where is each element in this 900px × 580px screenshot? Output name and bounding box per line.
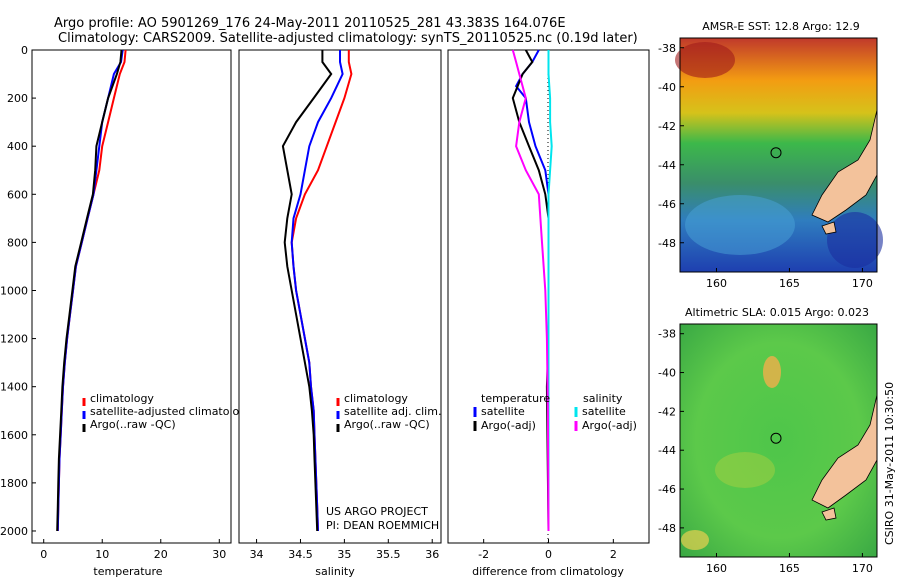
- x-tick-label-2-1: 0: [545, 548, 552, 561]
- y-tick-label-0: 0: [21, 44, 28, 57]
- map-y-tick-label-3-1: -40: [658, 81, 676, 94]
- difference-axis-label: difference from climatology: [472, 565, 624, 578]
- map-y-tick-label-4-2: -42: [658, 405, 676, 418]
- sst-land-stewart-island: [821, 221, 837, 235]
- map-y-tick-label-3-4: -46: [658, 198, 676, 211]
- side-credit: CSIRO 31-May-2011 10:30:50: [883, 382, 896, 545]
- temperature-plot-frame: [31, 49, 232, 544]
- title-line2: Climatology: CARS2009. Satellite-adjuste…: [58, 31, 638, 46]
- sla-land-new-zealand: [811, 394, 878, 509]
- temperature-panel: 0 10 20 30 0 200 400 600 800 1000 1200 1400 1600 180…: [0, 44, 253, 578]
- x-tick-label-1-2: 35: [337, 548, 351, 561]
- salinity-panel: 34 34.5 35 35.5 36 salinity climatology sate…: [238, 49, 442, 578]
- map-x-tick-label-3-0: 160: [706, 277, 727, 290]
- title-line1: Argo profile: AO 5901269_176 24-May-2011…: [54, 16, 566, 31]
- y-tick-label-8: 1600: [0, 429, 28, 442]
- x-tick-label-2-2: 2: [610, 548, 617, 561]
- map-y-tick-label-3-2: -42: [658, 120, 676, 133]
- legend-diff-sal-satellite: satellite: [582, 405, 626, 418]
- legend-diff-temperature-heading: temperature: [481, 392, 550, 405]
- x-tick-label-0-1: 10: [95, 548, 109, 561]
- salinity-plot-frame: [238, 49, 442, 544]
- map-y-tick-label-4-5: -48: [658, 522, 676, 535]
- legend-diff-salinity-heading: salinity: [583, 392, 623, 405]
- sst-cold-patch: [827, 212, 883, 268]
- y-tick-label-10: 2000: [0, 525, 28, 538]
- sst-map-frame: [679, 37, 878, 273]
- sla-high-anomaly: [763, 356, 781, 388]
- sla-map-panel: Altimetric SLA: 0.015 Argo: 0.023 160 165…: [658, 306, 878, 575]
- map-y-tick-label-4-4: -46: [658, 483, 676, 496]
- map-x-tick-label-3-1: 165: [779, 277, 800, 290]
- map-y-tick-label-4-3: -44: [658, 444, 676, 457]
- y-tick-label-9: 1800: [0, 477, 28, 490]
- legend-diff-temp-satellite: satellite: [481, 405, 525, 418]
- salinity-legend: climatology satellite adj. clim. Argo(..…: [336, 392, 441, 432]
- legend-sal-climatology: climatology: [344, 392, 408, 405]
- x-tick-label-0-0: 0: [40, 548, 47, 561]
- x-tick-label-0-3: 30: [212, 548, 226, 561]
- legend-sal-satellite: satellite adj. clim.: [344, 405, 441, 418]
- y-tick-label-1: 200: [7, 92, 28, 105]
- temperature-axis-label: temperature: [93, 565, 162, 578]
- y-tick-label-6: 1200: [0, 333, 28, 346]
- x-tick-label-1-3: 35.5: [376, 548, 401, 561]
- sla-land-stewart-island: [821, 507, 837, 521]
- map-y-tick-label-3-5: -48: [658, 237, 676, 250]
- sla-high-anomaly-sw: [681, 530, 709, 550]
- sla-map-title: Altimetric SLA: 0.015 Argo: 0.023: [685, 306, 869, 319]
- map-y-tick-label-4-1: -40: [658, 367, 676, 380]
- y-tick-label-4: 800: [7, 236, 28, 249]
- y-tick-label-2: 400: [7, 140, 28, 153]
- y-tick-label-5: 1000: [0, 284, 28, 297]
- map-y-tick-label-3-3: -44: [658, 159, 676, 172]
- legend-argo: Argo(..raw -QC): [90, 418, 176, 431]
- map-y-tick-label-3-0: -38: [658, 42, 676, 55]
- sst-land-new-zealand: [811, 109, 878, 223]
- series-line-2-3: [511, 49, 550, 532]
- legend-satellite-adjusted: satellite-adjusted climatology: [90, 405, 253, 418]
- map-x-tick-label-4-2: 170: [852, 562, 873, 575]
- x-tick-label-0-2: 20: [154, 548, 168, 561]
- sst-map-title: AMSR-E SST: 12.8 Argo: 12.9: [702, 20, 860, 33]
- legend-diff-temp-argo: Argo(-adj): [481, 419, 536, 432]
- map-y-tick-label-4-0: -38: [658, 328, 676, 341]
- map-x-tick-label-3-2: 170: [852, 277, 873, 290]
- x-tick-label-1-4: 36: [425, 548, 439, 561]
- y-tick-label-7: 1400: [0, 381, 28, 394]
- x-tick-label-1-0: 34: [250, 548, 264, 561]
- series-line-1-2: [281, 50, 333, 532]
- sst-cool-patch: [685, 195, 795, 255]
- series-line-2-2: [547, 50, 553, 531]
- sst-warm-patch: [675, 42, 735, 78]
- difference-legend: temperature satellite Argo(-adj) salinit…: [473, 392, 637, 432]
- legend-sal-argo: Argo(..raw -QC): [344, 418, 430, 431]
- salinity-axis-label: salinity: [315, 565, 355, 578]
- legend-climatology: climatology: [90, 392, 154, 405]
- sla-map-frame: [679, 323, 878, 558]
- footer-project: US ARGO PROJECT: [326, 505, 428, 518]
- legend-diff-sal-argo: Argo(-adj): [582, 419, 637, 432]
- x-tick-label-2-0: -2: [478, 548, 489, 561]
- series-line-0-2: [56, 49, 123, 532]
- difference-panel: -2 0 2 difference from climatology tempera…: [447, 49, 650, 578]
- y-tick-label-3: 600: [7, 188, 28, 201]
- footer-pi: PI: DEAN ROEMMICH: [326, 519, 439, 532]
- sla-argo-location-marker: [770, 432, 782, 444]
- x-tick-label-1-1: 34.5: [288, 548, 313, 561]
- sst-argo-location-marker: [770, 147, 782, 159]
- map-x-tick-label-4-0: 160: [706, 562, 727, 575]
- temperature-legend: climatology satellite-adjusted climatolo…: [82, 392, 253, 432]
- sst-map-panel: AMSR-E SST: 12.8 Argo: 12.9 160 165 170 -3…: [658, 20, 883, 290]
- sla-heatmap: [680, 324, 877, 557]
- map-x-tick-label-4-1: 165: [779, 562, 800, 575]
- sla-moderate-patch: [715, 452, 775, 488]
